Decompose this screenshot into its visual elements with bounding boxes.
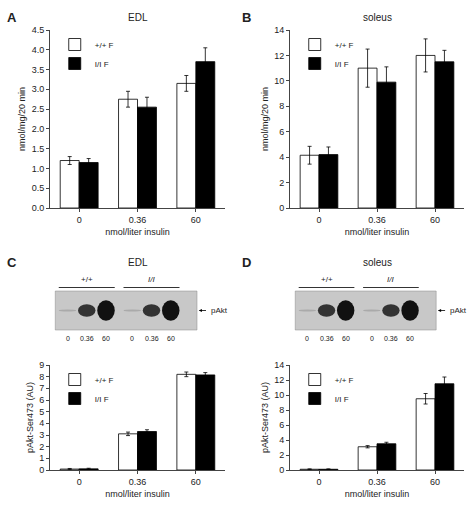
svg-text:1.0: 1.0 [32, 164, 45, 174]
svg-text:pAkt-Ser473 (AU): pAkt-Ser473 (AU) [25, 382, 35, 453]
svg-text:I/I F: I/I F [95, 60, 109, 69]
svg-text:2: 2 [279, 450, 284, 460]
svg-text:14: 14 [274, 360, 284, 370]
svg-text:EDL: EDL [128, 12, 148, 23]
svg-text:0: 0 [77, 477, 82, 487]
svg-text:pAkt-Ser473 (AU): pAkt-Ser473 (AU) [260, 382, 270, 453]
svg-text:I/I F: I/I F [335, 395, 349, 404]
svg-text:+/+ F: +/+ F [95, 376, 114, 385]
svg-text:0.5: 0.5 [32, 183, 45, 193]
svg-text:0: 0 [130, 335, 134, 342]
svg-text:nmol/liter insulin: nmol/liter insulin [105, 227, 170, 237]
svg-text:10: 10 [274, 76, 284, 86]
svg-text:0.36: 0.36 [129, 477, 147, 487]
svg-text:C: C [7, 255, 17, 270]
svg-text:4: 4 [279, 152, 284, 162]
svg-text:I/I F: I/I F [335, 60, 349, 69]
svg-text:60: 60 [342, 335, 350, 342]
svg-text:soleus: soleus [363, 12, 392, 23]
svg-text:3.5: 3.5 [32, 65, 45, 75]
svg-text:8: 8 [279, 101, 284, 111]
svg-text:B: B [242, 10, 251, 25]
svg-text:0.0: 0.0 [32, 203, 45, 213]
svg-text:60: 60 [406, 335, 414, 342]
svg-text:6: 6 [279, 127, 284, 137]
svg-text:12: 12 [274, 375, 284, 385]
svg-text:0: 0 [77, 215, 82, 225]
svg-text:9: 9 [39, 360, 44, 370]
svg-text:4: 4 [39, 418, 44, 428]
svg-text:nmol/liter insulin: nmol/liter insulin [345, 227, 410, 237]
svg-text:soleus: soleus [363, 257, 392, 268]
svg-text:3.0: 3.0 [32, 84, 45, 94]
svg-text:10: 10 [274, 390, 284, 400]
svg-text:5: 5 [39, 407, 44, 417]
svg-text:+/+: +/+ [321, 275, 333, 284]
svg-text:nmol/mg/20 min: nmol/mg/20 min [260, 87, 270, 151]
svg-text:0: 0 [279, 203, 284, 213]
svg-text:0: 0 [305, 335, 309, 342]
svg-text:6: 6 [39, 395, 44, 405]
svg-text:6: 6 [279, 420, 284, 430]
svg-text:nmol/mg/20 min: nmol/mg/20 min [17, 87, 27, 151]
svg-text:0: 0 [316, 215, 321, 225]
svg-text:8: 8 [39, 372, 44, 382]
svg-text:I/I F: I/I F [95, 395, 109, 404]
svg-text:2: 2 [279, 178, 284, 188]
svg-text:4: 4 [279, 435, 284, 445]
svg-text:60: 60 [102, 335, 110, 342]
svg-text:I/I: I/I [387, 275, 394, 284]
svg-text:D: D [242, 255, 251, 270]
svg-text:2.0: 2.0 [32, 124, 45, 134]
svg-text:4.5: 4.5 [32, 25, 45, 35]
svg-text:A: A [7, 10, 17, 25]
svg-text:+/+: +/+ [81, 275, 93, 284]
svg-text:0: 0 [279, 465, 284, 475]
svg-text:0: 0 [39, 465, 44, 475]
svg-text:0.36: 0.36 [384, 335, 398, 342]
svg-text:pAkt: pAkt [211, 306, 228, 315]
svg-text:3: 3 [39, 430, 44, 440]
svg-text:14: 14 [274, 25, 284, 35]
svg-text:+/+ F: +/+ F [335, 376, 354, 385]
svg-text:60: 60 [191, 215, 201, 225]
svg-text:I/I: I/I [148, 275, 155, 284]
svg-text:0.36: 0.36 [320, 335, 334, 342]
svg-text:2.5: 2.5 [32, 104, 45, 114]
svg-text:0: 0 [66, 335, 70, 342]
svg-text:nmol/liter insulin: nmol/liter insulin [345, 489, 410, 499]
svg-text:0.36: 0.36 [129, 215, 147, 225]
svg-text:60: 60 [167, 335, 175, 342]
svg-text:8: 8 [279, 405, 284, 415]
svg-text:nmol/liter insulin: nmol/liter insulin [105, 489, 170, 499]
svg-text:60: 60 [430, 215, 440, 225]
svg-text:0.36: 0.36 [80, 335, 94, 342]
svg-text:0: 0 [316, 477, 321, 487]
svg-text:0: 0 [370, 335, 374, 342]
svg-text:0.36: 0.36 [368, 215, 386, 225]
svg-text:1: 1 [39, 453, 44, 463]
svg-text:7: 7 [39, 383, 44, 393]
svg-text:EDL: EDL [128, 257, 148, 268]
svg-text:4.0: 4.0 [32, 45, 45, 55]
svg-text:60: 60 [191, 477, 201, 487]
svg-text:2: 2 [39, 442, 44, 452]
svg-text:pAkt: pAkt [450, 306, 467, 315]
svg-text:12: 12 [274, 51, 284, 61]
svg-text:60: 60 [430, 477, 440, 487]
svg-text:1.5: 1.5 [32, 144, 45, 154]
svg-text:0.36: 0.36 [145, 335, 159, 342]
svg-text:+/+ F: +/+ F [95, 41, 114, 50]
svg-text:0.36: 0.36 [368, 477, 386, 487]
svg-text:+/+ F: +/+ F [335, 41, 354, 50]
